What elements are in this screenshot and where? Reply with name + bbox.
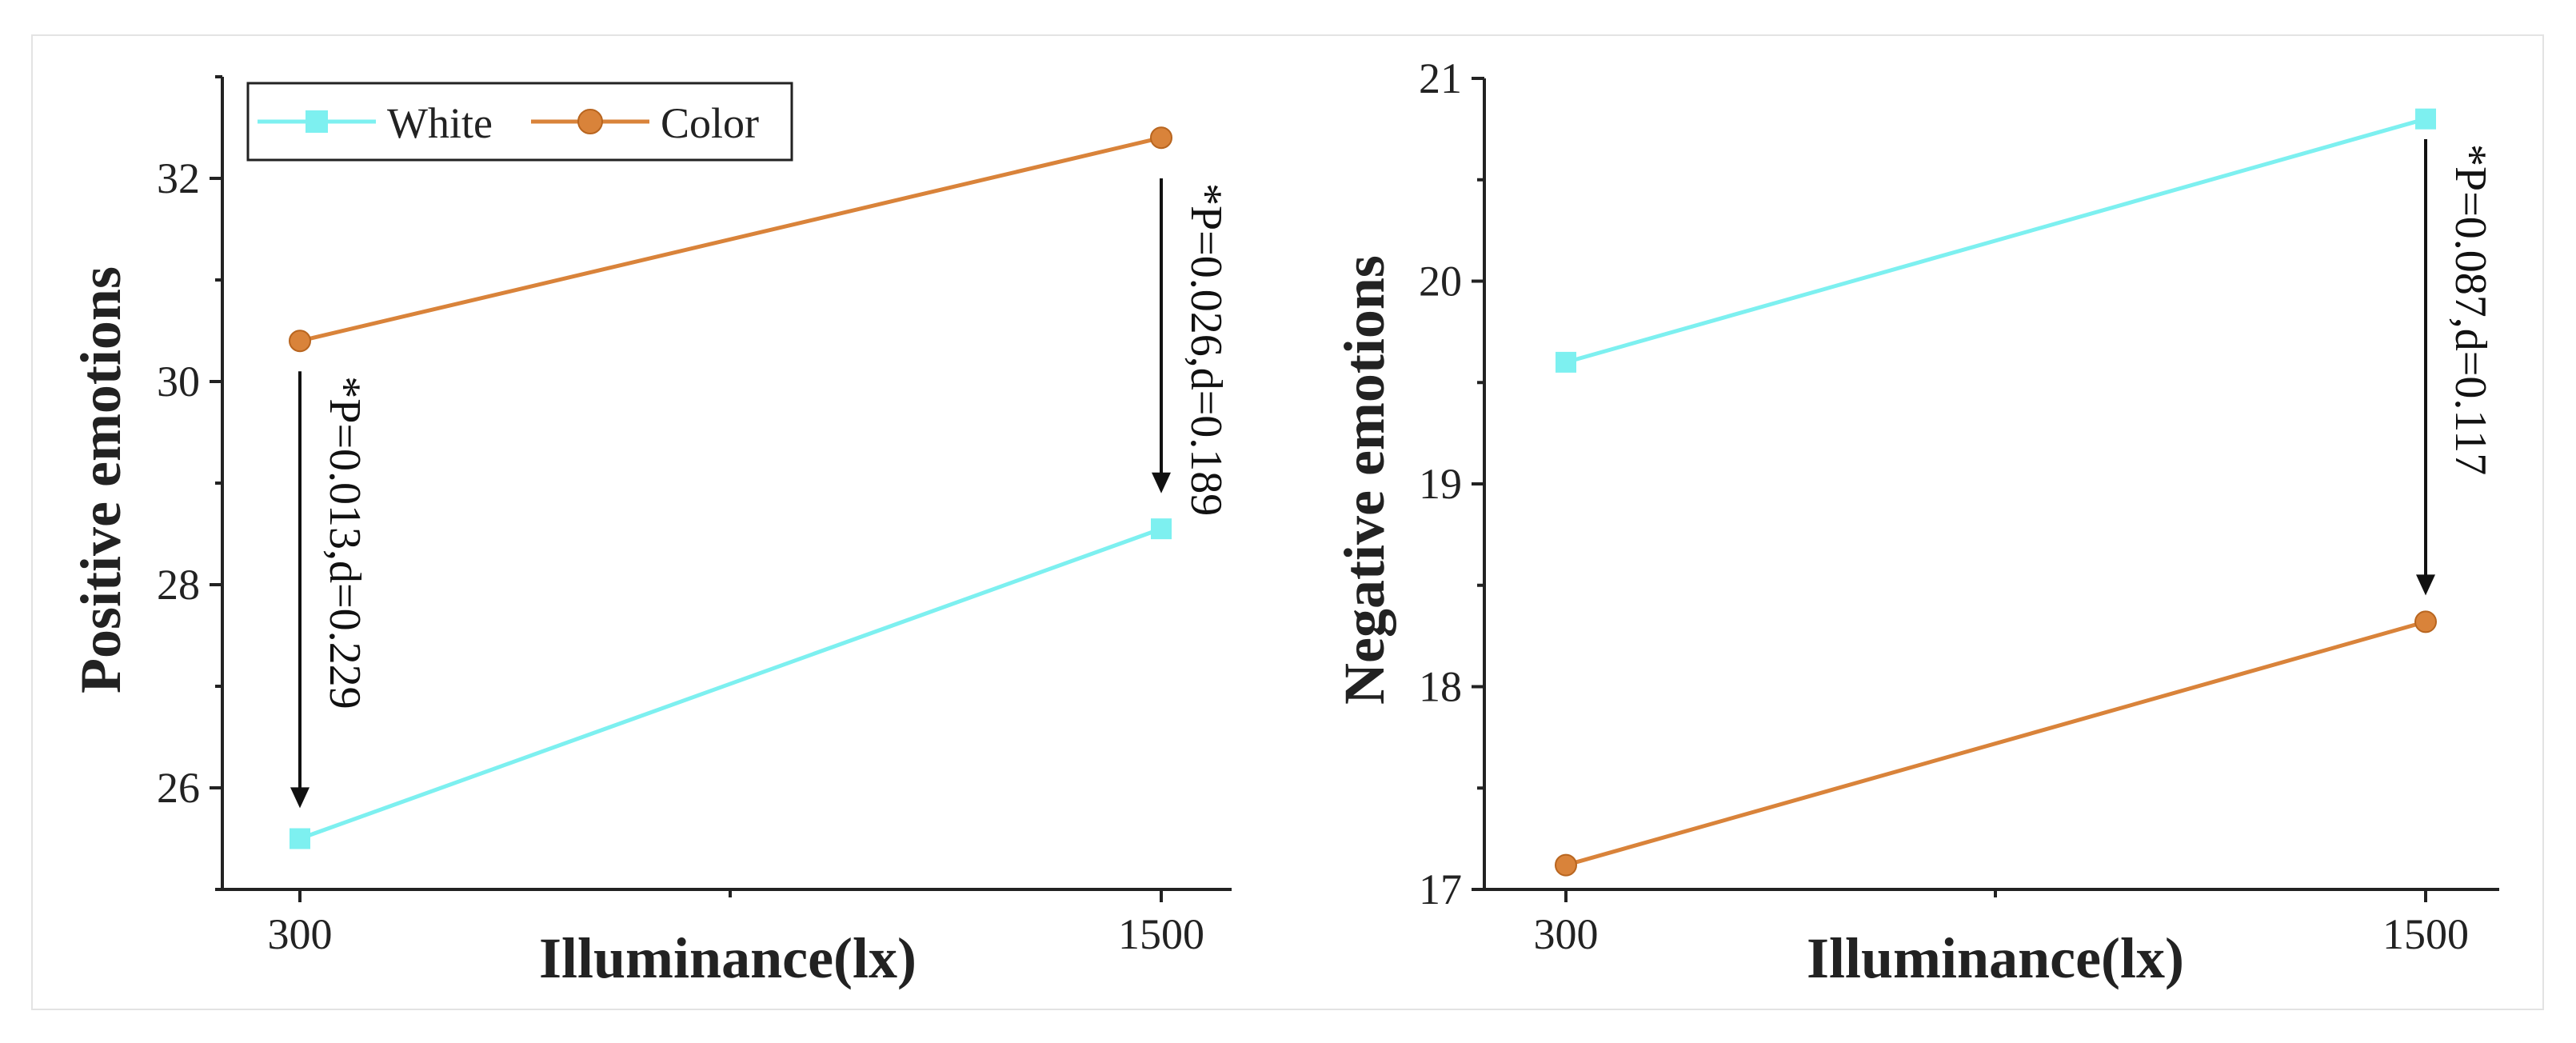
series-line-white (299, 526, 1162, 841)
legend-white-marker (306, 110, 328, 133)
y-tick-label: 32 (157, 154, 200, 202)
y-tick-label: 17 (1419, 865, 1462, 913)
data-point-white (1151, 518, 1172, 540)
legend-color-marker (577, 109, 603, 134)
y-axis-title: Negative emotions (1332, 255, 1396, 705)
data-point-white (2415, 108, 2436, 130)
data-point-color (289, 330, 311, 353)
arrow-head (2416, 574, 2435, 596)
x-tick-label: 300 (268, 910, 333, 958)
y-tick-label: 20 (1419, 258, 1462, 306)
y-tick-label: 26 (157, 764, 200, 812)
y-ticks: 26 28 30 32 (157, 75, 222, 891)
series-line-white (1565, 117, 2426, 365)
legend-color-label: Color (661, 99, 759, 147)
annotations: *P=0.087,d=0.117 (2416, 139, 2495, 596)
arrow-head (290, 787, 310, 809)
significance-label: *P=0.087,d=0.117 (2446, 144, 2495, 475)
x-tick-label: 1500 (2382, 910, 2469, 958)
y-ticks: 17 18 19 20 21 (1419, 54, 1484, 913)
figure-frame (31, 34, 2544, 1010)
significance-label: *P=0.026,d=0.189 (1181, 183, 1231, 516)
legend-white-label: White (387, 99, 493, 147)
data-point-color (1555, 853, 1577, 877)
y-tick-label: 28 (157, 561, 200, 609)
x-ticks: 300 1500 (268, 889, 1204, 958)
y-axis-title: Positive emotions (69, 266, 133, 693)
significance-label: *P=0.013,d=0.229 (320, 376, 369, 709)
x-axis-title: Illuminance(lx) (539, 926, 917, 990)
legend: White Color (246, 82, 793, 162)
data-point-white (290, 828, 310, 849)
y-tick-label: 21 (1419, 54, 1462, 102)
arrow-head (1152, 472, 1171, 494)
annotations: *P=0.013,d=0.229 *P=0.026,d=0.189 (290, 178, 1231, 809)
series-line-color (1565, 619, 2426, 867)
x-tick-label: 300 (1534, 910, 1599, 958)
y-tick-label: 30 (157, 358, 200, 406)
positive-emotions-panel: 26 28 30 32 300 1500 Positive emotions Illum… (69, 75, 1232, 990)
data-point-white (1556, 351, 1576, 373)
series-layer (1555, 108, 2437, 877)
negative-emotions-panel: 17 18 19 20 21 300 1500 Negative emotions Ill… (1332, 54, 2499, 990)
data-point-color (2414, 610, 2437, 633)
x-axis-title: Illuminance(lx) (1807, 926, 2184, 990)
y-tick-label: 19 (1419, 460, 1462, 508)
y-tick-label: 18 (1419, 663, 1462, 711)
x-ticks: 300 1500 (1534, 889, 2469, 958)
series-layer (289, 126, 1172, 849)
x-tick-label: 1500 (1118, 910, 1204, 958)
series-line-color (299, 135, 1162, 343)
data-point-color (1150, 126, 1172, 150)
